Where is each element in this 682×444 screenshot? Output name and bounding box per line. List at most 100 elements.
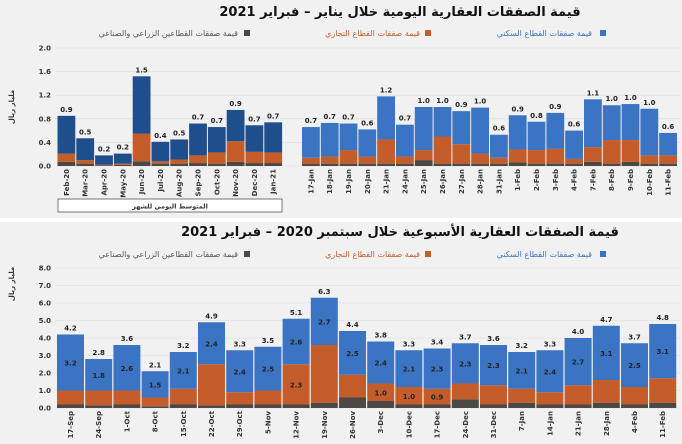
x-tick-label: 19-Nov: [321, 411, 329, 439]
x-tick-label: 24-Sep: [95, 411, 103, 438]
bar-segment-commercial: [546, 148, 565, 164]
x-tick-label: 11-Feb: [665, 169, 673, 196]
bar-segment-agri-industrial: [396, 163, 414, 166]
bar-segment-commercial: [226, 141, 245, 162]
bar-segment-agri-industrial: [282, 404, 310, 408]
total-value-label: 3.7: [628, 333, 641, 341]
bar-segment-residential: [584, 99, 602, 148]
bar-segment-agri-industrial: [536, 404, 564, 408]
bar-segment-commercial: [339, 150, 358, 164]
bar-segment-agri-industrial: [452, 163, 471, 166]
x-tick-label: 15-Oct: [180, 410, 188, 437]
bar-segment-commercial: [565, 158, 583, 164]
x-tick-label: 31-Dec: [490, 411, 498, 438]
bar-segment-commercial: [254, 390, 282, 405]
bar-segment-residential: [207, 127, 226, 153]
legend-swatch-agri-industrial: [244, 30, 250, 36]
residential-value-label: 3.1: [600, 350, 613, 358]
bar-segment-agri-industrial: [113, 404, 141, 408]
bar-segment-agri-industrial: [310, 402, 338, 408]
residential-value-label: 2.1: [403, 366, 416, 374]
x-tick-label: 28-Jan: [477, 169, 485, 194]
total-value-label: 3.6: [487, 335, 500, 343]
x-tick-label: 4-Feb: [571, 169, 579, 191]
bar-segment-commercial: [85, 390, 113, 406]
residential-value-label: 2.7: [572, 359, 585, 367]
bar-segment-residential: [170, 139, 189, 160]
x-tick-label: 17-Jan: [307, 169, 315, 194]
bar-segment-commercial: [640, 155, 659, 164]
bar-segment-commercial: [76, 160, 95, 164]
bar-segment-commercial: [151, 161, 170, 164]
x-tick-label: 21-Jan: [383, 169, 391, 194]
residential-value-label: 2.4: [233, 368, 246, 376]
residential-value-label: 2.6: [290, 339, 303, 347]
y-tick-label: 3.0: [39, 352, 52, 360]
bar-segment-commercial: [621, 387, 648, 405]
monthly-group-box: [57, 198, 283, 213]
bar-segment-commercial: [433, 136, 452, 164]
x-tick-label: 22-Oct: [208, 410, 216, 437]
x-tick-label: Jul-20: [157, 169, 165, 193]
bar-segment-agri-industrial: [76, 163, 95, 166]
bar-segment-commercial: [377, 139, 395, 164]
x-tick-label: 14-Jan: [546, 411, 554, 436]
bar-segment-residential: [649, 324, 677, 379]
bar-segment-residential: [189, 123, 207, 156]
total-value-label: 0.5: [79, 128, 92, 136]
residential-value-label: 2.3: [487, 362, 500, 370]
total-value-label: 3.2: [515, 342, 528, 350]
bar-segment-residential: [508, 352, 536, 389]
bar-segment-commercial: [113, 163, 132, 165]
bar-segment-residential: [339, 123, 358, 151]
bar-segment-commercial: [198, 364, 225, 406]
bar-segment-agri-industrial: [264, 163, 283, 166]
legend-agri-industrial: قيمة صفقات القطاعين الزراعي والصناعي: [98, 29, 238, 38]
total-value-label: 0.7: [211, 117, 224, 125]
bar-segment-commercial: [471, 153, 489, 164]
bar-segment-residential: [565, 130, 583, 159]
total-value-label: 0.8: [530, 112, 543, 120]
bar-segment-agri-industrial: [377, 163, 395, 166]
y-tick-label: 0.0: [39, 163, 52, 171]
top-chart-background: [0, 0, 682, 218]
total-value-label: 1.0: [605, 95, 618, 103]
bar-segment-residential: [198, 322, 225, 365]
x-tick-label: 11-Feb: [659, 411, 667, 438]
bar-segment-agri-industrial: [423, 404, 451, 408]
x-tick-label: 10-Feb: [646, 169, 654, 196]
x-tick-label: 10-Dec: [405, 411, 413, 438]
x-tick-label: 3-Dec: [377, 411, 385, 433]
legend-swatch-commercial: [425, 251, 431, 257]
y-tick-label: 5.0: [39, 317, 52, 325]
bar-segment-agri-industrial: [207, 163, 226, 166]
bar-segment-commercial: [169, 388, 197, 405]
x-tick-label: Oct-20: [213, 169, 221, 195]
total-value-label: 2.1: [149, 361, 162, 369]
legend-commercial: قيمة صفقات القطاع التجاري: [325, 29, 420, 38]
x-tick-label: Nov-20: [232, 169, 240, 197]
x-tick-label: 18-Jan: [326, 169, 334, 194]
bar-segment-residential: [451, 343, 479, 384]
total-value-label: 3.5: [262, 337, 275, 345]
legend-swatch-agri-industrial: [244, 251, 250, 257]
bar-segment-residential: [452, 111, 471, 145]
bar-segment-residential: [602, 105, 621, 141]
bar-segment-commercial: [113, 390, 141, 405]
bar-segment-residential: [423, 348, 451, 389]
bar-segment-residential: [640, 108, 659, 156]
bar-segment-commercial: [395, 387, 423, 405]
bar-segment-residential: [76, 138, 95, 161]
bar-segment-residential: [358, 129, 377, 157]
residential-value-label: 2.1: [515, 367, 528, 375]
bar-segment-agri-industrial: [480, 404, 507, 408]
bar-segment-agri-industrial: [151, 163, 170, 166]
x-tick-label: 17-Dec: [434, 411, 442, 438]
bar-segment-agri-industrial: [584, 161, 602, 166]
bar-segment-residential: [395, 350, 423, 387]
bar-segment-commercial: [95, 164, 113, 166]
x-tick-label: 24-Dec: [462, 411, 470, 438]
bar-segment-agri-industrial: [320, 163, 339, 166]
bar-segment-residential: [113, 345, 141, 391]
x-tick-label: 28-Jan: [603, 411, 611, 436]
